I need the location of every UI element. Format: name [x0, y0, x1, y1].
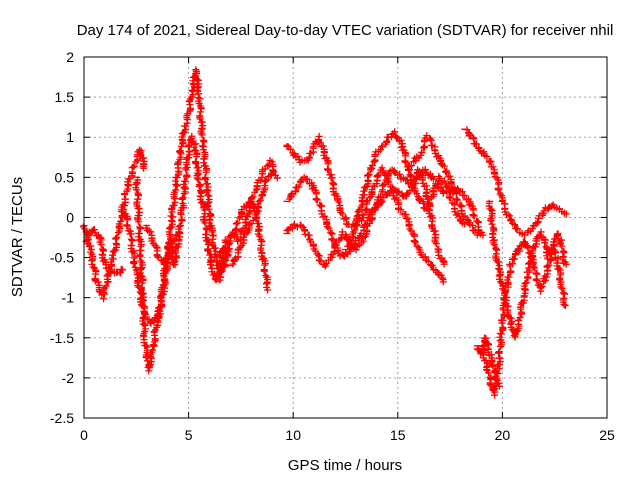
- plus-marker-path: [404, 132, 487, 239]
- y-tick-label: -2: [62, 370, 75, 386]
- plus-marker-path: [226, 169, 276, 268]
- plot-frame: [83, 56, 608, 419]
- y-tick-label: 1.5: [55, 89, 75, 105]
- chart-title: Day 174 of 2021, Sidereal Day-to-day VTE…: [77, 22, 614, 39]
- series-track-17: [473, 334, 503, 390]
- plus-marker-path: [461, 126, 570, 239]
- x-tick-label: 5: [185, 427, 193, 443]
- y-axis-title: SDTVAR / TECUs: [9, 177, 26, 297]
- plus-marker-path: [142, 224, 181, 269]
- series-track-7: [216, 157, 281, 260]
- x-tick-labels: 0 5 10 15 20 25: [80, 427, 615, 443]
- series-track-14: [461, 126, 570, 239]
- y-tick-label: 1: [66, 129, 74, 145]
- x-tick-label: 0: [80, 427, 88, 443]
- series-track-2: [82, 226, 127, 277]
- plus-marker-path: [79, 146, 148, 303]
- series-track-4: [132, 132, 227, 375]
- x-tick-label: 10: [285, 427, 301, 443]
- x-tick-label: 25: [599, 427, 615, 443]
- y-tick-label: -1: [62, 290, 75, 306]
- series-track-8: [226, 169, 276, 268]
- y-tick-label: -2.5: [50, 410, 74, 426]
- y-tick-label: 2: [66, 49, 74, 65]
- plus-marker-path: [82, 226, 127, 277]
- x-tick-label: 15: [390, 427, 406, 443]
- data-series: [79, 66, 570, 399]
- x-axis-title: GPS time / hours: [288, 457, 402, 474]
- plus-marker-path: [473, 334, 503, 390]
- series-track-13: [404, 132, 487, 239]
- series-track-1: [79, 146, 148, 303]
- y-tick-labels: -2.5 -2 -1.5 -1 -0.5 0 0.5 1 1.5 2: [50, 49, 74, 426]
- y-tick-label: -1.5: [50, 330, 74, 346]
- series-track-5: [142, 224, 181, 269]
- y-tick-label: 0: [66, 209, 74, 225]
- x-tick-label: 20: [495, 427, 511, 443]
- y-tick-label: -0.5: [50, 250, 74, 266]
- plus-marker-path: [132, 132, 227, 375]
- plus-marker-path: [216, 157, 281, 260]
- y-tick-label: 0.5: [55, 169, 75, 185]
